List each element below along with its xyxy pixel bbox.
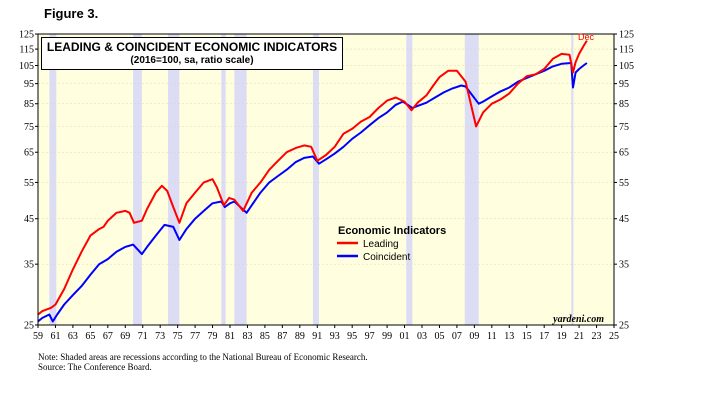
ticks <box>35 33 617 328</box>
chart-subtitle: (2016=100, sa, ratio scale) <box>130 55 254 66</box>
recession-band <box>464 34 479 325</box>
recession-band <box>49 34 57 325</box>
legend: Economic Indicators Leading Coincident <box>337 225 446 263</box>
x-tick-label: 79 <box>208 331 218 342</box>
x-tick-label: 07 <box>452 331 462 342</box>
y-tick-label-left: 65 <box>24 148 34 159</box>
x-tick-label: 17 <box>539 331 549 342</box>
recession-band <box>234 34 247 325</box>
note-recessions: Note: Shaded areas are recessions accord… <box>38 352 368 362</box>
y-tick-label-right: 75 <box>619 122 629 133</box>
recession-band <box>168 34 180 325</box>
plot-frame <box>37 33 615 326</box>
y-tick-label-right: 115 <box>619 45 634 56</box>
x-tick-label: 13 <box>504 331 514 342</box>
x-axis-labels: 59 61 63 65 67 69 71 73 75 77 79 81 83 85 87 89 91 93 95 97… <box>33 331 619 342</box>
x-tick-label: 01 <box>400 331 410 342</box>
recession-band <box>571 34 574 325</box>
x-tick-label: 73 <box>155 331 165 342</box>
y-axis-right-labels: 25 35 45 55 65 75 85 95 105 115 125 <box>619 30 634 332</box>
x-tick-label: 97 <box>365 331 375 342</box>
chart-title: LEADING & COINCIDENT ECONOMIC INDICATORS <box>46 40 338 54</box>
x-tick-label: 91 <box>312 331 322 342</box>
watermark: yardeni.com <box>552 314 604 325</box>
y-tick-label-right: 25 <box>619 321 629 332</box>
y-tick-label-left: 115 <box>19 45 34 56</box>
x-tick-label: 83 <box>242 331 252 342</box>
y-tick-label-right: 45 <box>619 214 629 225</box>
legend-title: Economic Indicators <box>338 225 446 237</box>
legend-label-coincident: Coincident <box>363 252 410 263</box>
x-tick-label: 89 <box>295 331 305 342</box>
x-tick-label: 19 <box>557 331 567 342</box>
x-tick-label: 95 <box>347 331 357 342</box>
x-tick-label: 15 <box>522 331 532 342</box>
recession-band <box>312 34 320 325</box>
x-tick-label: 03 <box>417 331 427 342</box>
y-tick-label-right: 35 <box>619 260 629 271</box>
y-tick-label-left: 55 <box>24 178 34 189</box>
y-tick-label-left: 45 <box>24 214 34 225</box>
note-source: Source: The Conference Board. <box>38 362 152 372</box>
annotation-dec: Dec <box>578 32 595 42</box>
x-tick-label: 63 <box>68 331 78 342</box>
y-tick-label-left: 105 <box>19 61 34 72</box>
y-tick-label-left: 85 <box>24 99 34 110</box>
recession-bands <box>49 34 574 325</box>
series-lines <box>37 40 588 323</box>
y-tick-label-right: 65 <box>619 148 629 159</box>
recession-band <box>406 34 413 325</box>
x-tick-label: 67 <box>103 331 113 342</box>
y-axis-left-labels: 25 35 45 55 65 75 85 95 105 115 125 <box>19 30 34 332</box>
x-tick-label: 59 <box>33 331 43 342</box>
y-tick-label-left: 125 <box>19 30 34 41</box>
chart-title-box: LEADING & COINCIDENT ECONOMIC INDICATORS… <box>41 37 343 70</box>
y-tick-label-left: 75 <box>24 122 34 133</box>
recession-band <box>133 34 142 325</box>
figure-label: Figure 3. <box>44 6 99 21</box>
x-tick-label: 23 <box>592 331 602 342</box>
x-tick-label: 65 <box>85 331 95 342</box>
y-tick-label-right: 95 <box>619 79 629 90</box>
y-tick-label-left: 95 <box>24 79 34 90</box>
y-tick-label-right: 105 <box>619 61 634 72</box>
y-tick-label-right: 55 <box>619 178 629 189</box>
x-tick-label: 71 <box>138 331 148 342</box>
series-line-leading <box>37 40 588 316</box>
x-tick-label: 05 <box>434 331 444 342</box>
x-tick-label: 85 <box>260 331 270 342</box>
series-line-coincident <box>37 62 588 323</box>
y-tick-label-left: 35 <box>24 260 34 271</box>
y-tick-label-right: 125 <box>619 30 634 41</box>
x-tick-label: 21 <box>574 331 584 342</box>
x-tick-label: 09 <box>469 331 479 342</box>
x-tick-label: 99 <box>382 331 392 342</box>
legend-label-leading: Leading <box>363 239 399 250</box>
x-tick-label: 87 <box>277 331 287 342</box>
x-tick-label: 11 <box>487 331 497 342</box>
y-tick-label-right: 85 <box>619 99 629 110</box>
x-tick-label: 75 <box>173 331 183 342</box>
x-tick-label: 25 <box>609 331 619 342</box>
x-tick-label: 61 <box>50 331 60 342</box>
recession-band <box>221 34 226 325</box>
x-tick-label: 69 <box>120 331 130 342</box>
x-tick-label: 81 <box>225 331 235 342</box>
x-tick-label: 93 <box>330 331 340 342</box>
x-tick-label: 77 <box>190 331 200 342</box>
y-tick-label-left: 25 <box>24 321 34 332</box>
